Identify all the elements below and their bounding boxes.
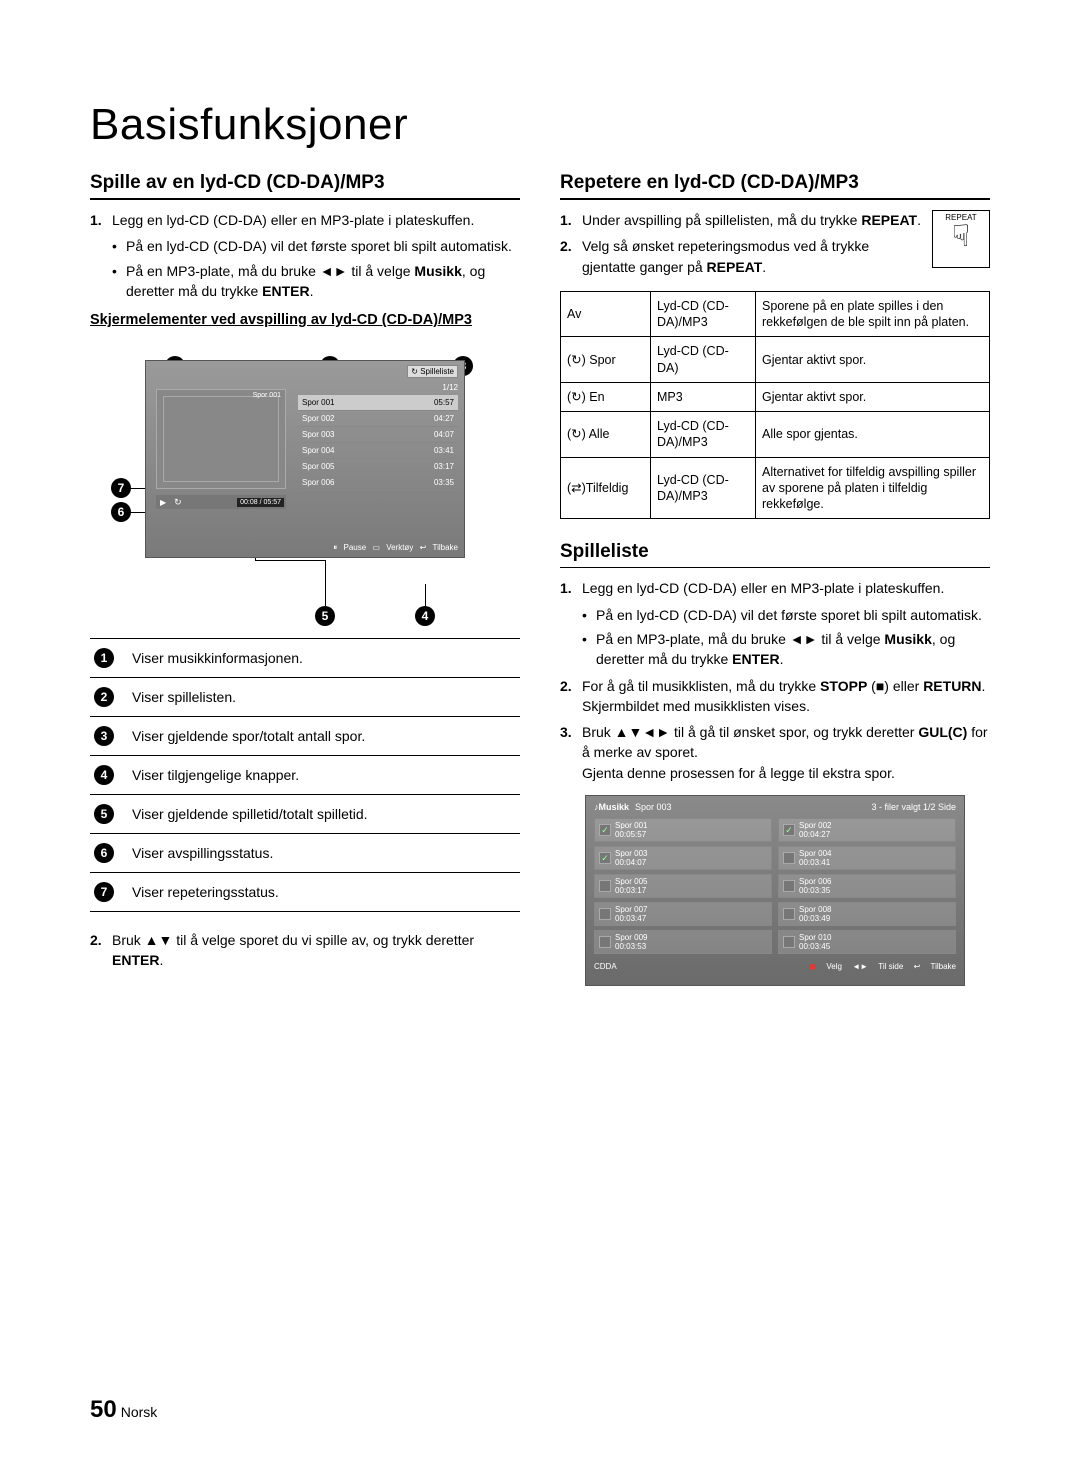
t: Bruk ▲▼ til å velge sporet du vi spille … xyxy=(112,932,474,948)
desc-5: Viser gjeldende spilletid/totalt spillet… xyxy=(132,806,368,822)
bullet: På en lyd-CD (CD-DA) vil det første spor… xyxy=(582,605,990,625)
cover-track: Spor 001 xyxy=(253,392,281,399)
play-step-1: 1. Legg en lyd-CD (CD-DA) eller en MP3-p… xyxy=(90,210,520,301)
lib-subtitle: Spor 003 xyxy=(635,802,672,812)
t: Musikk xyxy=(414,263,461,279)
library-item: Spor 00400:03:41 xyxy=(778,846,956,870)
play-bullet-2: På en MP3-plate, må du bruke ◄► til å ve… xyxy=(112,261,520,302)
library-item: Spor 00600:03:35 xyxy=(778,874,956,898)
callout-description-table: 1 Viser musikkinformasjonen. 2 Viser spill… xyxy=(90,638,520,912)
page-title: Basisfunksjoner xyxy=(90,100,990,150)
playlist-label: ↻ Spilleliste xyxy=(407,365,458,378)
mode-cell: Gjentar aktivt spor. xyxy=(756,382,990,411)
time-display: 00:08 / 05:57 xyxy=(237,498,284,507)
page-number: 50Norsk xyxy=(90,1396,157,1424)
library-item: Spor 00800:03:49 xyxy=(778,902,956,926)
badge-6: 6 xyxy=(94,843,114,863)
section-repeat: Repetere en lyd-CD (CD-DA)/MP3 xyxy=(560,172,990,200)
lib-pageinfo: 3 - filer valgt 1/2 Side xyxy=(871,802,956,812)
section-play: Spille av en lyd-CD (CD-DA)/MP3 xyxy=(90,172,520,200)
desc-7: Viser repeteringsstatus. xyxy=(132,884,279,900)
t: ENTER xyxy=(262,283,309,299)
play-bullet-1: På en lyd-CD (CD-DA) vil det første spor… xyxy=(112,236,520,256)
desc-4: Viser tilgjengelige knapper. xyxy=(132,767,299,783)
music-library-screenshot: ♪ Musikk Spor 003 3 - filer valgt 1/2 Si… xyxy=(585,795,965,986)
mode-cell: (↻) En xyxy=(561,382,651,411)
repeat-modes-table: AvLyd-CD (CD-DA)/MP3Sporene på en plate … xyxy=(560,291,990,520)
badge-2: 2 xyxy=(94,687,114,707)
step-num: 1. xyxy=(90,210,102,230)
badge-4: 4 xyxy=(94,765,114,785)
mode-cell: Lyd-CD (CD-DA)/MP3 xyxy=(651,412,756,458)
callout-4: 4 xyxy=(415,606,435,626)
mode-cell: Lyd-CD (CD-DA)/MP3 xyxy=(651,457,756,519)
t: REPEAT xyxy=(861,212,917,228)
desc-1: Viser musikkinformasjonen. xyxy=(132,650,303,666)
step-num: 1. xyxy=(560,210,572,230)
lib-title: Musikk xyxy=(599,802,630,812)
desc-6: Viser avspillingsstatus. xyxy=(132,845,273,861)
mode-cell: Gjentar aktivt spor. xyxy=(756,337,990,383)
play-icon: ▶ xyxy=(160,498,166,507)
t: REPEAT xyxy=(707,259,763,275)
section-spilleliste: Spilleliste xyxy=(560,541,990,568)
t: Under avspilling på spillelisten, må du … xyxy=(582,212,861,228)
spilleliste-step-1: 1. Legg en lyd-CD (CD-DA) eller en MP3-p… xyxy=(560,578,990,669)
player-screenshot: 1 2 3 7 6 5 4 xyxy=(115,360,495,558)
library-item: Spor 00900:03:53 xyxy=(594,930,772,954)
badge-5: 5 xyxy=(94,804,114,824)
spilleliste-step-3: 3. Bruk ▲▼◄► til å gå til ønsket spor, o… xyxy=(560,722,990,783)
mode-cell: Alle spor gjentas. xyxy=(756,412,990,458)
badge-3: 3 xyxy=(94,726,114,746)
t: På en MP3-plate, må du bruke ◄► til å ve… xyxy=(126,263,414,279)
lib-source: CDDA xyxy=(594,962,617,971)
mode-cell: MP3 xyxy=(651,382,756,411)
t: . xyxy=(762,259,766,275)
step-text: Legg en lyd-CD (CD-DA) eller en MP3-plat… xyxy=(112,212,474,228)
step-num: 2. xyxy=(90,930,102,950)
play-step-2: 2. Bruk ▲▼ til å velge sporet du vi spil… xyxy=(90,930,520,971)
repeat-step-2: 2. Velg så ønsket repeteringsmodus ved å… xyxy=(560,236,990,277)
callout-7: 7 xyxy=(111,478,131,498)
spilleliste-step-2: 2. For å gå til musikklisten, må du tryk… xyxy=(560,676,990,717)
t: . xyxy=(310,283,314,299)
subsection-screen-elements: Skjermelementer ved avspilling av lyd-CD… xyxy=(90,311,520,330)
repeat-step-1: 1. Under avspilling på spillelisten, må … xyxy=(560,210,990,230)
library-item: ✓Spor 00100:05:57 xyxy=(594,818,772,842)
mode-cell: Alternativet for tilfeldig avspilling sp… xyxy=(756,457,990,519)
mode-cell: Lyd-CD (CD-DA) xyxy=(651,337,756,383)
t: ENTER xyxy=(112,952,159,968)
mode-cell: (↻) Spor xyxy=(561,337,651,383)
t: . xyxy=(917,212,921,228)
t: . xyxy=(159,952,163,968)
library-item: Spor 01000:03:45 xyxy=(778,930,956,954)
track-fraction: 1/12 xyxy=(442,383,458,392)
repeat-icon: ↻ xyxy=(174,497,182,508)
library-item: Spor 00500:03:17 xyxy=(594,874,772,898)
mode-cell: Lyd-CD (CD-DA)/MP3 xyxy=(651,291,756,337)
track-list: Spor 00105:57 Spor 00204:27 Spor 00304:0… xyxy=(298,395,458,491)
mode-cell: Av xyxy=(561,291,651,337)
mode-cell: (↻) Alle xyxy=(561,412,651,458)
desc-2: Viser spillelisten. xyxy=(132,689,236,705)
step-num: 2. xyxy=(560,236,572,256)
mode-cell: (⇄)Tilfeldig xyxy=(561,457,651,519)
button-bar: ⏸ Pause ▭ Verktøy ↩ Tilbake xyxy=(329,543,458,553)
library-item: Spor 00700:03:47 xyxy=(594,902,772,926)
mode-cell: Sporene på en plate spilles i den rekkef… xyxy=(756,291,990,337)
callout-6: 6 xyxy=(111,502,131,522)
desc-3: Viser gjeldende spor/totalt antall spor. xyxy=(132,728,365,744)
library-item: ✓Spor 00200:04:27 xyxy=(778,818,956,842)
library-item: ✓Spor 00300:04:07 xyxy=(594,846,772,870)
callout-5: 5 xyxy=(315,606,335,626)
badge-1: 1 xyxy=(94,648,114,668)
bullet: På en MP3-plate, må du bruke ◄► til å ve… xyxy=(582,629,990,670)
badge-7: 7 xyxy=(94,882,114,902)
